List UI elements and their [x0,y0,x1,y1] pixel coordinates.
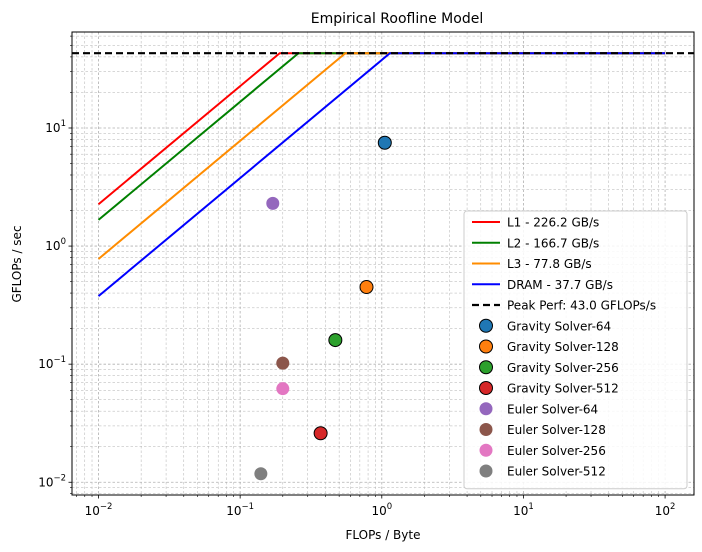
legend-label-6: Gravity Solver-128 [507,340,619,354]
x-tick-label: 10−1 [226,502,254,518]
x-tick-label: 101 [513,502,534,518]
x-axis-label: FLOPs / Byte [346,528,421,542]
y-tick-label: 100 [45,237,66,253]
legend-label-0: L1 - 226.2 GB/s [507,216,599,230]
x-tick-label: 10−2 [85,502,113,518]
chart-title: Empirical Roofline Model [311,11,483,27]
axis-ticks: 10−2 10−1 100 101 102 10−2 10−1 100 101 [38,35,676,518]
legend-label-7: Gravity Solver-256 [507,361,619,375]
plot-frame [71,31,695,496]
x-tick-label: 100 [371,502,392,518]
legend: L1 - 226.2 GB/s L2 - 166.7 GB/s L3 - 77.8 … [463,210,688,490]
legend-label-3: DRAM - 37.7 GB/s [507,278,613,292]
legend-label-12: Euler Solver-512 [507,465,606,479]
point-3 [313,426,328,441]
legend-label-4: Peak Perf: 43.0 GFLOPs/s [507,299,656,313]
grid [72,32,694,495]
y-tick-label: 101 [45,119,66,135]
legend-box [463,210,688,490]
legend-label-11: Euler Solver-256 [507,444,606,458]
legend-swatch-9 [479,402,493,416]
point-5 [276,356,290,370]
point-1 [359,280,374,295]
legend-label-5: Gravity Solver-64 [507,319,611,333]
point-0 [377,135,392,150]
legend-swatch-6 [479,339,493,354]
legend-swatch-8 [479,381,493,395]
legend-swatch-5 [479,318,493,333]
legend-label-2: L3 - 77.8 GB/s [507,257,592,271]
point-4 [266,196,280,210]
legend-label-9: Euler Solver-64 [507,402,598,416]
point-6 [276,382,290,396]
y-axis-label: GFLOPs / sec [10,225,24,302]
roofline-lines [72,52,694,297]
y-tick-label: 10−1 [38,355,66,371]
scatter-points [254,135,392,481]
legend-label-10: Euler Solver-128 [507,423,606,437]
legend-swatch-7 [479,360,493,375]
legend-swatch-12 [479,464,493,478]
x-tick-label: 102 [655,502,676,518]
point-7 [254,467,268,481]
point-2 [328,333,343,348]
legend-swatch-10 [479,423,493,436]
legend-label-8: Gravity Solver-512 [507,382,619,396]
legend-label-1: L2 - 166.7 GB/s [507,236,599,250]
y-tick-label: 10−2 [38,473,66,489]
legend-swatch-11 [479,443,493,457]
